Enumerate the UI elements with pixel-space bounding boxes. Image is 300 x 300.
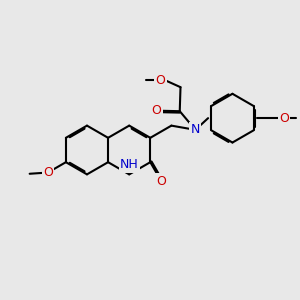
Text: O: O (155, 74, 165, 87)
Text: O: O (156, 175, 166, 188)
Text: N: N (191, 123, 200, 136)
Text: O: O (152, 104, 161, 117)
Text: O: O (279, 112, 289, 125)
Text: NH: NH (120, 158, 139, 171)
Text: O: O (43, 166, 53, 179)
